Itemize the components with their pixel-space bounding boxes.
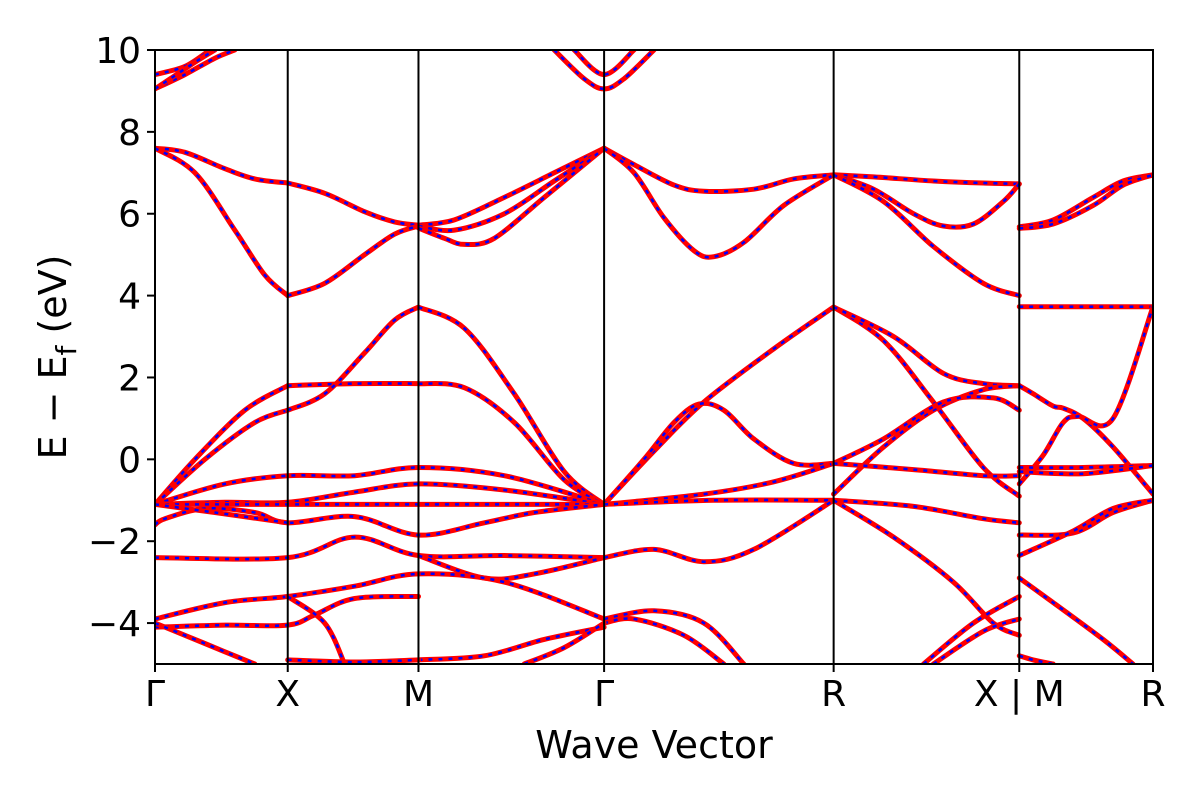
- band-28-blue: [1018, 384, 1153, 495]
- kpoint-divider-lines: [286, 50, 1021, 664]
- x-tick-label-5: R: [821, 674, 846, 715]
- band-50-blue: [286, 595, 346, 664]
- y-tick-label-7: 8: [118, 113, 141, 154]
- band-43-blue: [155, 503, 288, 525]
- band-49-blue: [155, 621, 256, 664]
- band-17-red: [155, 407, 291, 507]
- y-axis-title-subscript: f: [50, 344, 83, 355]
- y-axis-ticks: −4 −2 0 2 4 6 8 10: [88, 31, 155, 645]
- band-37-blue: [833, 499, 1020, 525]
- band-42-blue: [155, 535, 605, 561]
- band-57-red: [930, 616, 1022, 664]
- band-38-blue: [1019, 464, 1153, 469]
- y-tick-label-5: 4: [118, 277, 141, 318]
- band-58-blue: [1018, 576, 1134, 664]
- band-lines: [155, 50, 1153, 664]
- y-tick-label-8: 10: [95, 31, 141, 72]
- y-axis-title-main: E − E: [31, 355, 75, 459]
- band-7-red: [416, 145, 607, 248]
- band-55-blue: [523, 622, 605, 664]
- band-46-blue: [832, 499, 1020, 637]
- band-8-blue: [603, 147, 834, 193]
- band-35-blue: [604, 498, 834, 506]
- band-33-blue: [155, 503, 605, 537]
- band-39-blue: [1019, 464, 1153, 476]
- band-34-blue: [603, 462, 834, 506]
- x-tick-label-7: R: [1140, 674, 1165, 715]
- band-3-blue: [287, 181, 419, 227]
- band-56-blue: [922, 595, 1020, 664]
- plot-frame: [154, 49, 1154, 665]
- band-21-blue: [418, 382, 605, 506]
- y-tick-label-6: 6: [118, 195, 141, 236]
- band-60-blue: [155, 50, 236, 91]
- x-tick-label-6: X | M: [974, 674, 1065, 715]
- band-54-red: [285, 657, 421, 664]
- band-47-blue: [155, 572, 605, 621]
- band-51-blue: [603, 609, 745, 664]
- band-53-blue: [418, 625, 605, 662]
- band-36-blue: [833, 462, 1020, 478]
- x-tick-label-4: Γ: [594, 674, 614, 715]
- y-axis-title: E − Ef (eV): [31, 255, 83, 460]
- band-52-blue: [603, 617, 725, 664]
- y-tick-label-2: −2: [88, 522, 141, 563]
- band-29-blue: [1018, 306, 1153, 485]
- band-27-red: [831, 394, 1022, 466]
- band-2-blue: [155, 147, 289, 297]
- band-10-blue: [833, 173, 1020, 186]
- band-23-blue: [603, 402, 834, 506]
- x-axis-title: Wave Vector: [535, 723, 773, 767]
- x-tick-label-1: Γ: [145, 674, 165, 715]
- y-tick-label-3: 0: [118, 440, 141, 481]
- band-14-blue: [1019, 173, 1153, 230]
- band-16-red: [155, 383, 291, 507]
- band-25-blue: [833, 305, 1020, 387]
- band-45-blue: [603, 499, 835, 563]
- band-20-blue: [417, 305, 605, 506]
- band-48-red: [155, 593, 421, 630]
- x-axis-ticks: Γ X M Γ R X | M R: [145, 664, 1166, 715]
- band-41-blue: [1018, 499, 1153, 557]
- band-30-blue: [155, 466, 605, 506]
- band-11-blue: [833, 173, 1021, 229]
- band-4-blue: [287, 224, 419, 297]
- band-13-blue: [1019, 173, 1153, 229]
- band-19-blue: [287, 305, 420, 412]
- y-tick-label-1: −4: [88, 604, 141, 645]
- x-tick-label-3: M: [403, 674, 434, 715]
- x-tick-label-2: X: [275, 674, 300, 715]
- band-6-blue: [418, 147, 605, 232]
- y-tick-label-4: 2: [118, 358, 141, 399]
- band-1-blue: [155, 146, 288, 185]
- band-5-blue: [418, 147, 605, 227]
- band-18-red: [285, 380, 421, 389]
- band-62-blue: [155, 50, 216, 90]
- band-9-blue: [603, 147, 835, 259]
- band-44-blue: [418, 554, 605, 581]
- band-12-blue: [833, 173, 1020, 297]
- y-axis-title-unit: (eV): [31, 255, 75, 346]
